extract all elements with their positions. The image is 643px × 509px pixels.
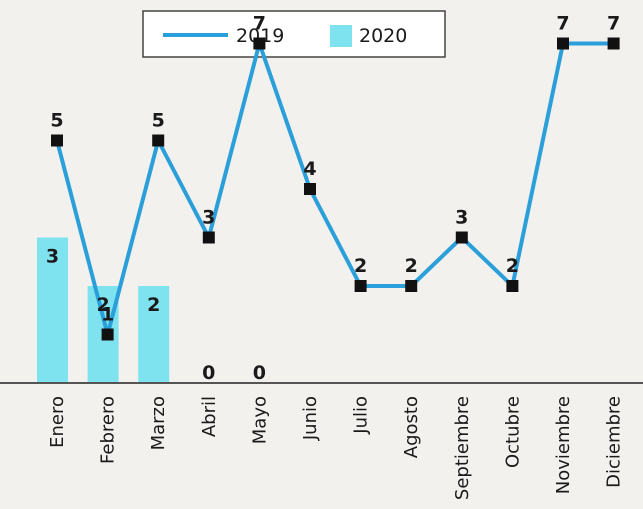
bar-label-2020-abril: 0: [202, 362, 215, 384]
point-label-2019-marzo: 5: [152, 110, 165, 132]
bar-2020-enero: [37, 237, 68, 383]
legend-label-2019: 2019: [236, 25, 284, 47]
point-label-2019-julio: 2: [354, 255, 367, 277]
point-label-2019-agosto: 2: [405, 255, 418, 277]
point-2019-junio: [304, 183, 316, 195]
month-label-enero: Enero: [47, 396, 68, 448]
month-label-agosto: Agosto: [401, 396, 422, 458]
point-label-2019-diciembre: 7: [607, 13, 620, 35]
bar-label-2020-enero: 3: [46, 246, 59, 268]
point-label-2019-octubre: 2: [506, 255, 519, 277]
point-2019-marzo: [152, 134, 165, 147]
month-label-mayo: Mayo: [249, 396, 270, 444]
point-2019-noviembre: [557, 37, 569, 50]
point-2019-septiembre: [455, 231, 468, 244]
month-label-marzo: Marzo: [148, 396, 169, 450]
point-label-2019-enero: 5: [50, 110, 63, 132]
bar-2020-marzo: [138, 286, 170, 383]
point-2019-octubre: [506, 280, 519, 292]
legend-swatch-2020: [330, 25, 352, 47]
legend-label-2020: 2020: [359, 25, 407, 47]
point-2019-agosto: [405, 280, 418, 292]
line-2019-path: [55, 41, 614, 337]
point-label-2019-mayo: 7: [253, 13, 266, 35]
month-label-febrero: Febrero: [98, 396, 119, 464]
point-2019-abril: [202, 231, 215, 244]
point-label-2019-noviembre: 7: [556, 13, 569, 35]
month-label-septiembre: Septiembre: [452, 396, 473, 500]
point-label-2019-febrero: 1: [101, 304, 114, 326]
point-2019-febrero: [101, 328, 114, 341]
month-label-noviembre: Noviembre: [553, 396, 574, 494]
month-label-abril: Abril: [199, 396, 220, 437]
bar-labels-2020: 3 2 2 0 0: [46, 246, 266, 385]
bar-label-2020-mayo: 0: [253, 362, 266, 384]
point-2019-enero: [51, 134, 63, 147]
legend: 2019 2020: [142, 10, 446, 58]
month-label-julio: Julio: [351, 396, 372, 435]
point-2019-mayo: [253, 37, 266, 50]
month-labels: Enero Febrero Marzo Abril Mayo Junio Julio Agos…: [47, 396, 625, 500]
month-label-octubre: Octubre: [502, 396, 523, 468]
bar-label-2020-febrero: 2: [96, 294, 109, 316]
bar-label-2020-marzo: 2: [147, 294, 160, 316]
point-labels-2019: 5 1 5 3 7 4 2 2 3 2 7 7: [50, 13, 620, 326]
point-2019-diciembre: [607, 37, 620, 50]
point-label-2019-septiembre: 3: [455, 207, 468, 229]
line-2019: [51, 37, 620, 341]
point-2019-julio: [354, 280, 367, 292]
point-label-2019-junio: 4: [303, 158, 316, 180]
month-label-junio: Junio: [300, 396, 321, 441]
month-label-diciembre: Diciembre: [604, 396, 625, 488]
point-label-2019-abril: 3: [202, 207, 215, 229]
